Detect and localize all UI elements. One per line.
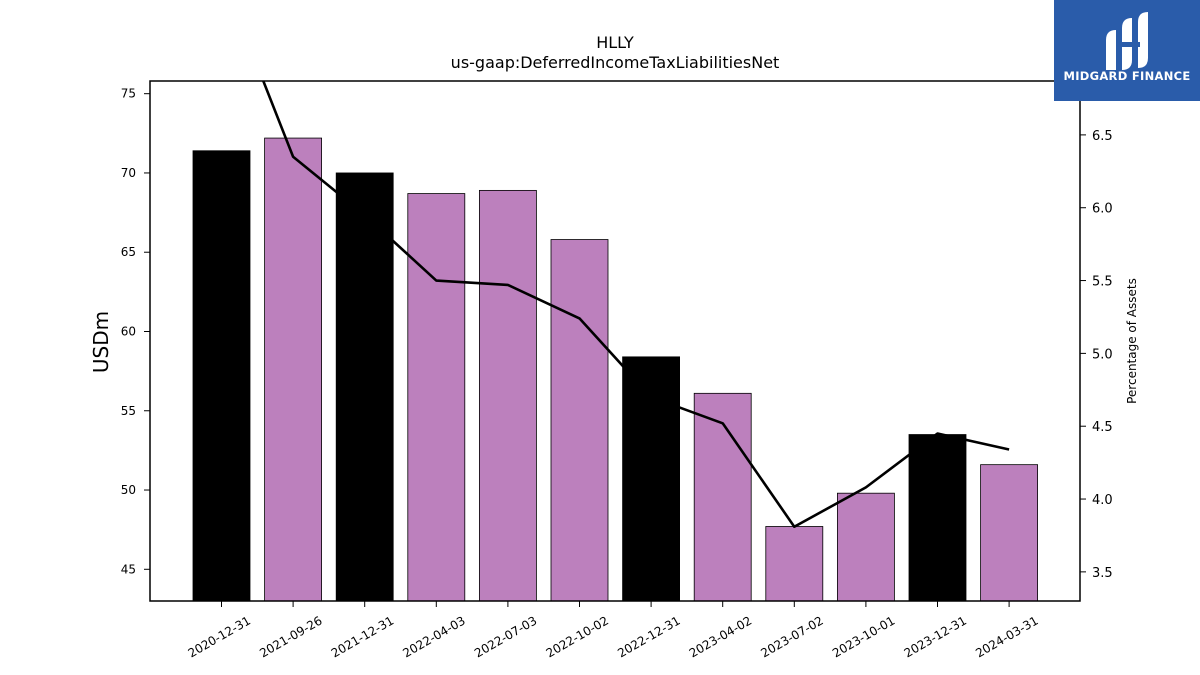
bar-2023-10-01 — [837, 492, 895, 602]
y2-tick-label: 4.5 — [1092, 420, 1113, 435]
y2-tick-label: 3.5 — [1092, 566, 1113, 581]
x-tick-label: 2024-03-31 — [973, 613, 1040, 660]
line-group — [261, 81, 1010, 529]
chart-subtitle: us-gaap:DeferredIncomeTaxLiabilitiesNet — [451, 53, 780, 72]
y-tick-label: 70 — [121, 166, 136, 180]
chart-title: HLLY — [596, 33, 634, 52]
bar-2023-12-31 — [908, 434, 967, 602]
bar-2023-04-02 — [693, 392, 752, 602]
percentage-line — [261, 81, 1010, 529]
bar-2021-12-31 — [335, 172, 394, 602]
y2-tick-label: 5.0 — [1092, 347, 1113, 362]
x-tick-label: 2023-10-01 — [830, 613, 897, 660]
x-tick-label: 2023-07-02 — [758, 613, 825, 660]
y2-tick-label: 6.0 — [1092, 202, 1113, 217]
y-tick-label: 65 — [121, 245, 136, 259]
y-tick-label: 60 — [121, 324, 136, 338]
x-tick-label: 2022-04-03 — [400, 613, 467, 660]
y-tick-label: 50 — [121, 483, 136, 497]
y2-tick-label: 6.5 — [1092, 129, 1113, 144]
bar-2022-12-31 — [622, 356, 680, 602]
logo-text: MIDGARD FINANCE — [1063, 69, 1190, 83]
y-tick-label: 75 — [121, 87, 136, 101]
y2-axis-label: Percentage of Assets — [1125, 278, 1139, 404]
bar-2022-07-03 — [478, 189, 537, 602]
y-tick-label: 45 — [121, 562, 136, 576]
bar-2022-04-03 — [407, 193, 466, 602]
plot-frame — [149, 80, 1081, 602]
bar-2023-07-02 — [765, 526, 824, 602]
x-tick-label: 2022-07-03 — [472, 613, 539, 660]
y2-tick-label: 4.0 — [1092, 493, 1113, 508]
bar-2024-03-31 — [980, 464, 1038, 602]
x-tick-label: 2023-04-02 — [687, 613, 754, 660]
logo: MIDGARD FINANCE — [1054, 0, 1200, 101]
x-tick-label: 2020-12-31 — [186, 613, 253, 660]
y-axis-label: USDm — [89, 311, 113, 373]
x-axis-ticks: 2020-12-31 2021-09-26 2021-12-31 2022-04-03… — [186, 601, 1041, 660]
bar-2021-09-26 — [264, 137, 323, 602]
logo-mark-icon — [1106, 12, 1148, 70]
x-tick-label: 2021-12-31 — [329, 613, 396, 660]
y2-tick-label: 5.5 — [1092, 275, 1113, 290]
bar-2020-12-31 — [192, 150, 251, 602]
bar-2022-10-02 — [550, 239, 609, 602]
y-tick-label: 55 — [121, 404, 136, 418]
x-tick-label: 2021-09-26 — [257, 613, 324, 660]
bars-group — [192, 137, 1038, 602]
x-tick-label: 2022-12-31 — [615, 613, 682, 660]
right-axis-ticks: 3.5 4.0 4.5 5.0 5.5 6.0 6.5 — [1080, 129, 1113, 581]
x-tick-label: 2022-10-02 — [544, 613, 611, 660]
x-tick-label: 2023-12-31 — [902, 613, 969, 660]
left-axis-ticks: 45 50 55 60 65 70 75 — [121, 87, 150, 576]
